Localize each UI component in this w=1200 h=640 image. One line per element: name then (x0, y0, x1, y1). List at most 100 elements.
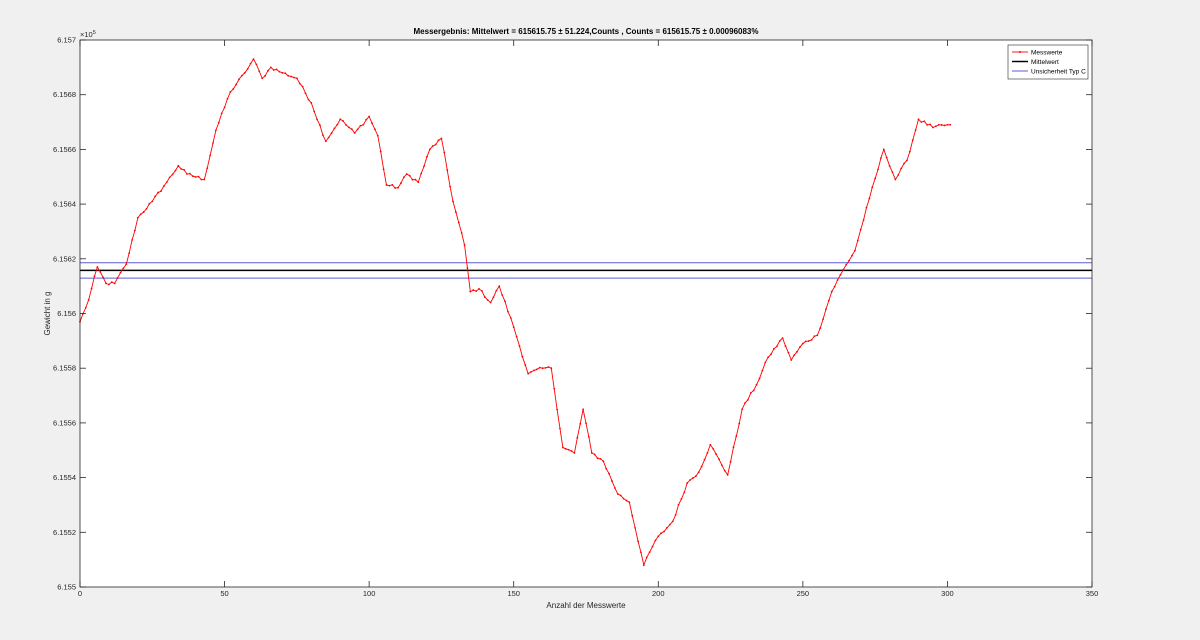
data-point (683, 491, 686, 494)
data-point (116, 277, 119, 279)
legend[interactable]: Messwerte Mittelwert Unsicherheit Typ C (1007, 44, 1089, 80)
data-point (842, 268, 845, 271)
data-point (269, 66, 272, 69)
data-point (804, 340, 807, 343)
y-axis-ticks: 6.155 6.1552 6.1554 6.1556 6.1558 6.156 6.1562… (53, 36, 1092, 592)
data-point (186, 173, 188, 175)
data-point (833, 285, 836, 288)
data-point (84, 306, 87, 309)
data-point (671, 520, 674, 523)
data-point (773, 347, 775, 350)
data-point (888, 165, 891, 167)
x-axis-label: Anzahl der Messwerte (546, 601, 626, 610)
data-point (599, 458, 602, 460)
data-point (926, 124, 929, 126)
data-point (223, 106, 226, 109)
data-point (937, 123, 940, 126)
data-point (874, 177, 877, 180)
data-point (538, 366, 541, 369)
data-point (738, 422, 741, 425)
data-point (718, 458, 720, 461)
data-point (359, 124, 362, 127)
data-point (796, 350, 798, 353)
data-point (605, 467, 608, 470)
data-point (463, 244, 466, 247)
data-point (640, 551, 642, 554)
data-point (105, 282, 107, 285)
data-point (249, 62, 252, 65)
data-point (391, 183, 394, 186)
measurement-series (79, 58, 952, 567)
data-point (900, 167, 903, 170)
data-point (573, 452, 576, 454)
data-point (449, 185, 451, 188)
data-point (87, 298, 90, 301)
data-point (576, 436, 579, 439)
data-point (556, 408, 558, 411)
data-point (854, 249, 856, 252)
data-point (301, 85, 304, 88)
data-point (408, 174, 411, 177)
data-point (177, 164, 180, 167)
data-point (819, 327, 822, 330)
data-point (611, 480, 613, 482)
data-point (677, 503, 680, 506)
data-point (856, 239, 859, 242)
data-point (943, 124, 946, 127)
data-point (348, 126, 350, 129)
data-point (350, 128, 353, 131)
data-point (368, 115, 371, 118)
data-point (628, 501, 631, 504)
data-point (108, 283, 110, 286)
data-point (827, 299, 830, 302)
data-point (787, 351, 790, 354)
data-point (807, 340, 810, 342)
data-point (417, 181, 420, 184)
plot-area (80, 40, 1092, 587)
y-tick-label: 6.1554 (53, 473, 76, 482)
data-point (770, 353, 772, 356)
data-point (868, 197, 871, 200)
data-point (478, 287, 480, 290)
data-point (136, 216, 139, 219)
data-point (507, 310, 509, 313)
data-point (668, 523, 671, 526)
data-point (275, 68, 278, 71)
data-point (475, 290, 478, 293)
data-point (148, 202, 151, 205)
data-point (590, 452, 593, 454)
data-point (712, 448, 715, 450)
data-point (755, 383, 758, 386)
legend-entry-messwerte-label: Messwerte (1031, 49, 1063, 56)
data-point (252, 58, 255, 61)
data-point (579, 422, 582, 425)
data-point (316, 118, 318, 121)
data-point (243, 71, 246, 74)
data-point (235, 83, 238, 86)
data-point (440, 137, 443, 140)
data-point (911, 139, 914, 142)
data-point (434, 143, 437, 146)
data-point (264, 75, 266, 77)
data-point (920, 121, 923, 123)
data-point (596, 457, 599, 460)
data-point (533, 369, 535, 372)
data-point (749, 391, 752, 394)
data-point (929, 123, 931, 126)
data-point (775, 345, 778, 348)
data-point (634, 527, 637, 529)
data-point (891, 171, 894, 174)
data-point (700, 465, 703, 468)
data-point (498, 285, 501, 288)
data-point (293, 76, 295, 79)
x-tick-label: 250 (797, 589, 810, 598)
data-point (923, 120, 926, 123)
data-point (284, 72, 287, 75)
data-point (345, 123, 347, 126)
data-point (825, 308, 827, 311)
data-point (411, 178, 414, 181)
data-point (267, 69, 269, 72)
data-point (405, 173, 408, 175)
data-point (142, 211, 145, 213)
